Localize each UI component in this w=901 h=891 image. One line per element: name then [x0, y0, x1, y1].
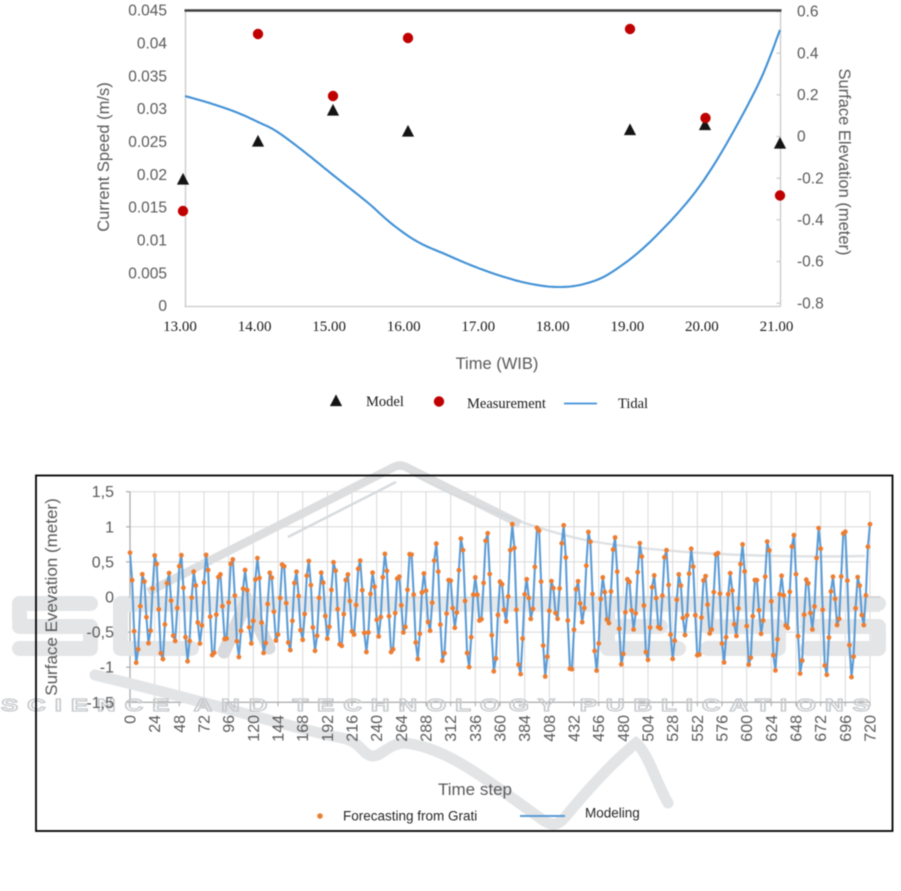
- svg-text:384: 384: [517, 715, 534, 742]
- svg-text:192: 192: [320, 715, 337, 742]
- svg-text:720: 720: [863, 715, 880, 742]
- svg-text:Model: Model: [366, 394, 404, 410]
- svg-text:0: 0: [105, 590, 114, 607]
- svg-text:456: 456: [591, 715, 608, 742]
- svg-text:528: 528: [665, 715, 682, 742]
- svg-text:Forecasting from Grati: Forecasting from Grati: [343, 809, 477, 824]
- svg-text:Modeling: Modeling: [585, 806, 640, 821]
- svg-text:624: 624: [764, 715, 781, 742]
- svg-text:600: 600: [739, 715, 756, 742]
- svg-text:144: 144: [271, 715, 288, 742]
- svg-text:-1: -1: [100, 660, 114, 677]
- svg-text:264: 264: [394, 715, 411, 742]
- svg-text:14.00: 14.00: [238, 319, 272, 335]
- svg-text:0.015: 0.015: [128, 200, 167, 217]
- svg-text:0.6: 0.6: [797, 4, 819, 21]
- svg-text:480: 480: [616, 715, 633, 742]
- svg-text:18.00: 18.00: [536, 319, 570, 335]
- svg-text:-0.4: -0.4: [797, 212, 824, 229]
- svg-text:0.2: 0.2: [797, 87, 819, 104]
- svg-text:15.00: 15.00: [312, 319, 346, 335]
- svg-text:20.00: 20.00: [685, 319, 719, 335]
- svg-text:216: 216: [345, 715, 362, 742]
- svg-text:504: 504: [641, 715, 658, 742]
- svg-text:0.4: 0.4: [797, 45, 819, 62]
- svg-text:0: 0: [797, 129, 806, 146]
- svg-text:408: 408: [542, 715, 559, 742]
- svg-text:72: 72: [197, 715, 214, 733]
- svg-text:0.02: 0.02: [137, 167, 167, 184]
- svg-text:96: 96: [221, 715, 238, 733]
- svg-text:0.005: 0.005: [128, 265, 167, 282]
- svg-text:Time (WIB): Time (WIB): [456, 355, 539, 373]
- svg-text:288: 288: [419, 715, 436, 742]
- svg-text:Tidal: Tidal: [618, 396, 648, 412]
- svg-text:1: 1: [105, 519, 114, 536]
- svg-text:13.00: 13.00: [163, 319, 197, 335]
- svg-text:648: 648: [789, 715, 806, 742]
- svg-text:120: 120: [246, 715, 263, 742]
- svg-text:552: 552: [690, 715, 707, 742]
- svg-text:Surface Elevation (meter): Surface Elevation (meter): [835, 68, 853, 255]
- svg-text:0: 0: [158, 298, 167, 315]
- svg-text:168: 168: [295, 715, 312, 742]
- svg-text:696: 696: [838, 715, 855, 742]
- svg-text:21.00: 21.00: [760, 319, 794, 335]
- svg-text:-0,5: -0,5: [86, 625, 114, 642]
- svg-text:48: 48: [172, 715, 189, 733]
- svg-text:336: 336: [468, 715, 485, 742]
- svg-text:0,5: 0,5: [92, 554, 114, 571]
- svg-text:-1,5: -1,5: [86, 695, 114, 712]
- svg-text:Surface Evevation (meter): Surface Evevation (meter): [42, 498, 61, 695]
- svg-text:360: 360: [493, 715, 510, 742]
- svg-text:0.035: 0.035: [128, 68, 167, 85]
- svg-text:0.025: 0.025: [128, 134, 167, 151]
- svg-text:576: 576: [715, 715, 732, 742]
- svg-text:1,5: 1,5: [92, 484, 114, 501]
- svg-text:-0.6: -0.6: [797, 254, 824, 271]
- svg-text:-0.8: -0.8: [797, 295, 824, 312]
- svg-text:16.00: 16.00: [387, 319, 421, 335]
- svg-text:312: 312: [443, 715, 460, 742]
- svg-text:432: 432: [567, 715, 584, 742]
- svg-text:Current Speed (m/s): Current Speed (m/s): [95, 82, 113, 231]
- svg-text:0.04: 0.04: [137, 36, 168, 53]
- svg-text:17.00: 17.00: [461, 319, 495, 335]
- svg-text:240: 240: [369, 715, 386, 742]
- svg-text:-0.2: -0.2: [797, 170, 824, 187]
- svg-text:0.03: 0.03: [137, 101, 167, 118]
- svg-text:19.00: 19.00: [611, 319, 645, 335]
- svg-text:24: 24: [147, 715, 164, 733]
- svg-text:0: 0: [123, 715, 140, 724]
- svg-text:0.045: 0.045: [128, 3, 167, 20]
- svg-text:Time step: Time step: [438, 780, 512, 799]
- svg-text:SCIENCE AND TECHNOLOGY PUBLICA: SCIENCE AND TECHNOLOGY PUBLICATIONS: [1, 694, 879, 715]
- svg-text:Measurement: Measurement: [467, 396, 546, 412]
- svg-text:672: 672: [813, 715, 830, 742]
- svg-text:0.01: 0.01: [137, 233, 167, 250]
